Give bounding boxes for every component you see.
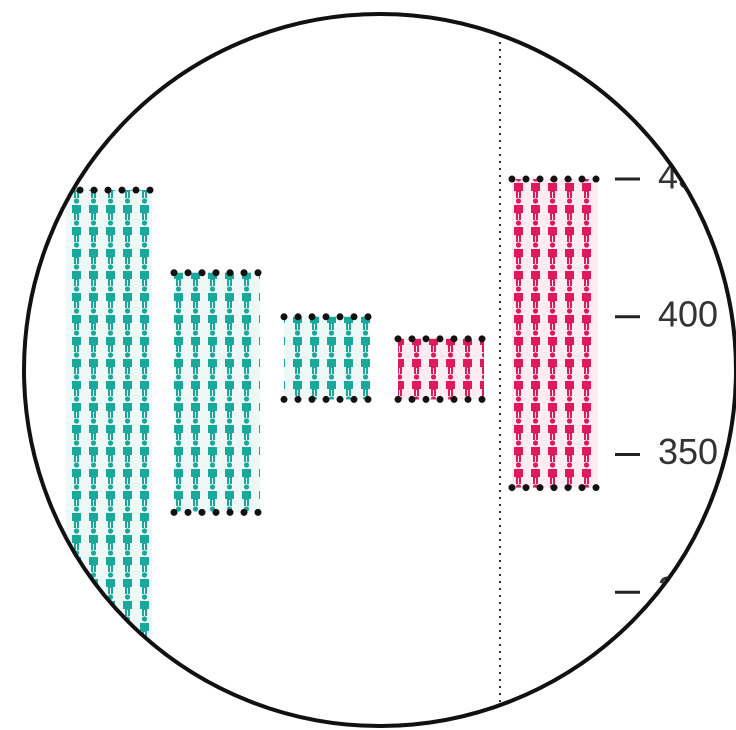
lens-rim [22,12,736,728]
y-tick-label: 350 [658,431,718,472]
bar [284,316,370,400]
bar [512,179,598,488]
bar [398,338,484,400]
bar-tint [284,316,370,400]
y-tick-label: 400 [658,293,718,334]
bar-tint [174,272,260,513]
bar-tint [512,179,598,488]
bar-tint [398,338,484,400]
bar-tint [66,190,152,648]
bar [174,272,260,513]
y-tick-label: 300 [658,569,718,610]
